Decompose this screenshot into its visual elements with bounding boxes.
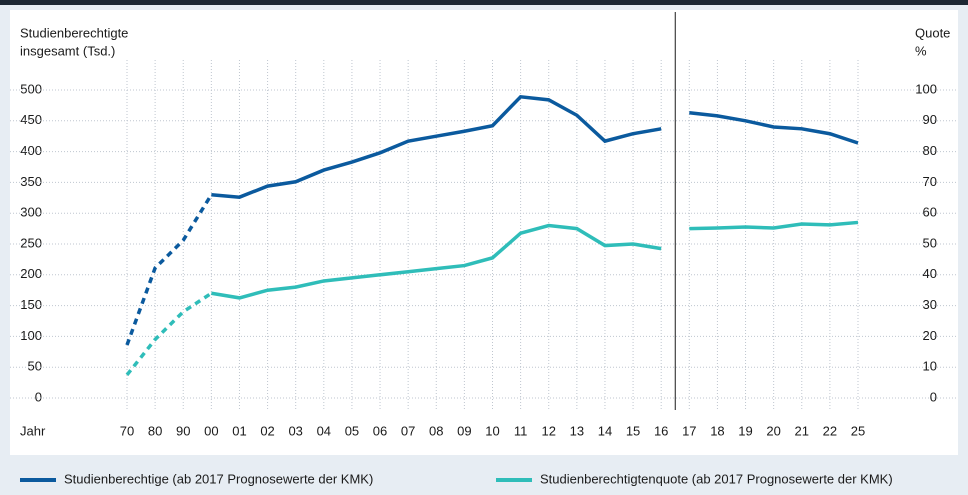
data-line	[125, 291, 213, 376]
x-tick-label: 70	[120, 423, 134, 438]
data-line	[211, 94, 662, 199]
x-tick-label: 80	[148, 423, 162, 438]
data-line	[689, 220, 859, 231]
data-line	[211, 223, 662, 300]
x-tick-label: 00	[204, 423, 218, 438]
y2-tick-label: 100	[915, 81, 937, 96]
x-tick-label: 03	[288, 423, 302, 438]
x-tick-label: 01	[232, 423, 246, 438]
x-tick-label: 17	[682, 423, 696, 438]
y-axis-title: Studienberechtigte	[20, 25, 128, 40]
x-tick-label: 02	[260, 423, 274, 438]
y2-tick-label: 60	[923, 205, 937, 220]
y2-axis-title: %	[915, 43, 927, 58]
x-tick-label: 06	[373, 423, 387, 438]
y2-axis-title: Quote	[915, 25, 950, 40]
x-tick-label: 04	[317, 423, 331, 438]
y2-tick-label: 90	[923, 112, 937, 127]
x-tick-label: 08	[429, 423, 443, 438]
y-tick-label: 100	[20, 328, 42, 343]
x-tick-label: 11	[514, 423, 528, 438]
y-tick-label: 50	[28, 359, 42, 374]
y-tick-label: 150	[20, 297, 42, 312]
x-axis-title: Jahr	[20, 423, 46, 438]
x-tick-label: 20	[766, 423, 780, 438]
y-tick-label: 400	[20, 143, 42, 158]
legend-label: Studienberechtige (ab 2017 Prognosewerte…	[64, 471, 373, 486]
x-tick-label: 12	[541, 423, 555, 438]
y2-tick-label: 50	[923, 235, 937, 250]
x-tick-label: 21	[795, 423, 809, 438]
y-tick-label: 500	[20, 81, 42, 96]
x-tick-label: 22	[823, 423, 837, 438]
data-line	[125, 193, 213, 346]
x-tick-label: 10	[485, 423, 499, 438]
y-tick-label: 250	[20, 235, 42, 250]
y-tick-label: 350	[20, 174, 42, 189]
x-tick-label: 07	[401, 423, 415, 438]
y-tick-label: 450	[20, 112, 42, 127]
x-tick-label: 25	[851, 423, 865, 438]
x-tick-label: 19	[738, 423, 752, 438]
top-bar	[0, 0, 968, 5]
y-tick-label: 0	[35, 389, 42, 404]
y2-tick-label: 70	[923, 174, 937, 189]
x-tick-label: 15	[626, 423, 640, 438]
y-tick-label: 200	[20, 266, 42, 281]
x-tick-label: 05	[345, 423, 359, 438]
y-tick-label: 300	[20, 205, 42, 220]
x-tick-label: 90	[176, 423, 190, 438]
y-axis-title: insgesamt (Tsd.)	[20, 43, 115, 58]
y2-tick-label: 40	[923, 266, 937, 281]
data-line	[689, 111, 859, 145]
x-tick-label: 16	[654, 423, 668, 438]
x-tick-label: 09	[457, 423, 471, 438]
legend-label: Studienberechtigtenquote (ab 2017 Progno…	[540, 471, 893, 486]
y2-tick-label: 30	[923, 297, 937, 312]
x-tick-label: 13	[570, 423, 584, 438]
x-tick-label: 18	[710, 423, 724, 438]
y2-tick-label: 20	[923, 328, 937, 343]
y2-tick-label: 0	[930, 389, 937, 404]
y2-tick-label: 80	[923, 143, 937, 158]
plot-panel	[10, 10, 958, 455]
y2-tick-label: 10	[923, 359, 937, 374]
x-tick-label: 14	[598, 423, 612, 438]
